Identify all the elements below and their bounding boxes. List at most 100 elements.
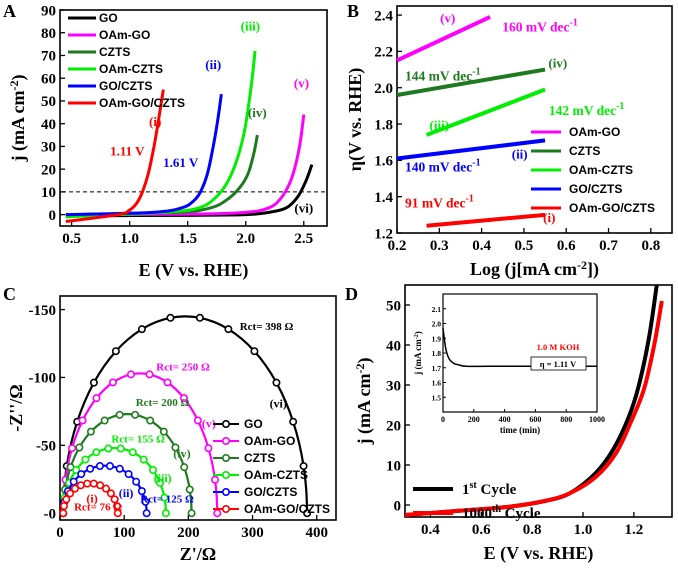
annotation-label: (ii) (205, 57, 221, 72)
x-tick-label: 0.5 (515, 238, 534, 254)
inset-y-tick-label: 1.5 (432, 393, 442, 402)
nyquist-point (137, 487, 146, 496)
rct-label: Rct= 125 Ω (140, 493, 194, 505)
inset-x-tick-label: 600 (529, 415, 541, 424)
y-tick-label: 2.2 (374, 45, 393, 61)
nyquist-point (60, 502, 69, 511)
roman-label: (i) (86, 491, 97, 505)
nyquist-point (163, 378, 172, 387)
legend-label: 1st Cycle (462, 480, 517, 498)
legend-label: CZTS (569, 144, 600, 158)
nyquist-point (131, 410, 140, 419)
slope-label-text: 142 mV dec (549, 103, 616, 118)
panel-a: 0.5 1.0 1.5 2.0 2.5 0 10 20 30 40 50 60 70 80 90 A E (V … (3, 1, 328, 281)
x-tick-label: 0.2 (388, 238, 407, 254)
plot-frame (404, 284, 673, 518)
nyquist-point (148, 466, 157, 475)
nyquist-point (70, 484, 79, 493)
x-tick-label: 1.2 (624, 522, 643, 538)
x-tick-label: 0 (56, 525, 64, 541)
inset-eta-label: η = 1.11 V (540, 359, 577, 369)
roman-label: (ii) (119, 486, 134, 500)
nyquist-point (146, 416, 155, 425)
nyquist-point (145, 370, 154, 379)
nyquist-point (105, 462, 114, 471)
annotation-label: (iii) (430, 117, 450, 132)
legend-label: OAm-GO (244, 434, 295, 448)
y-tick-label: 1.4 (374, 190, 393, 206)
nyquist-point (142, 509, 151, 518)
y-tick-label: 30 (386, 378, 401, 394)
nyquist-point (137, 325, 146, 334)
slope-label: 160 mV dec-1 (502, 17, 578, 34)
inset-y-tick-label: 1.9 (432, 334, 442, 343)
nyquist-point (106, 489, 115, 498)
x-axis-title-end: ]) (587, 259, 599, 280)
y-tick-label: 2.0 (374, 81, 393, 97)
panel-label-c: C (3, 284, 16, 304)
inset-y-axis-title-base: j (mA cm (413, 339, 423, 376)
nyquist-point (126, 370, 135, 379)
y-axis-title: -Z''/Ω (6, 384, 26, 431)
y-tick-label: 70 (41, 49, 56, 65)
nyquist-point (69, 477, 78, 486)
inset-x-tick-label: 800 (560, 415, 572, 424)
nyquist-point (159, 427, 168, 436)
tafel-line (396, 15, 491, 63)
x-tick-label: 0.6 (557, 238, 576, 254)
nyquist-point (89, 479, 98, 488)
plot-frame (396, 5, 673, 234)
y-axis-title: η(V vs. RHE) (345, 68, 366, 171)
y-axis-title-base: j (mA cm (354, 374, 375, 446)
y-tick-label: 40 (41, 117, 56, 133)
nyquist-point (59, 509, 68, 518)
nyquist-point (104, 444, 113, 453)
nyquist-point (250, 347, 259, 356)
x-axis-title-base: Log (j[mA cm (470, 259, 577, 280)
legend-label: OAm-GO/CZTS (569, 201, 655, 215)
nyquist-point (211, 475, 220, 484)
y-tick-label: 80 (41, 26, 56, 42)
nyquist-point (113, 509, 122, 518)
legend-label-num: 1 (462, 482, 470, 498)
nyquist-point (92, 448, 101, 457)
y-axis-title-end: ) (354, 358, 375, 364)
nyquist-point (195, 313, 204, 322)
nyquist-point (272, 378, 281, 387)
x-tick-label: 0.4 (472, 238, 491, 254)
legend-marker (222, 436, 231, 445)
cycle-line (404, 300, 664, 517)
y-tick-label: 40 (386, 338, 401, 354)
x-tick-label: 2.5 (294, 231, 313, 247)
inset-x-tick-label: 200 (468, 415, 480, 424)
y-axis-title: j (mA cm-2) (353, 358, 375, 446)
y-tick-label: 0 (394, 498, 402, 514)
nyquist-point (116, 444, 125, 453)
nyquist-point (92, 394, 101, 403)
annotation-label: (i) (543, 210, 555, 225)
nyquist-point (289, 417, 298, 426)
x-tick-label: 200 (177, 525, 200, 541)
legend-label: CZTS (244, 451, 275, 465)
nyquist-point (139, 455, 148, 464)
annotation-label: (vi) (294, 200, 313, 215)
series-line-go (65, 164, 314, 218)
legend-label: GO (99, 11, 118, 25)
panel-label-b: B (347, 1, 359, 21)
y-axis-title-sup: -2 (353, 364, 367, 374)
y-tick-label: -0 (44, 506, 57, 522)
nyquist-point (95, 462, 104, 471)
panel-label-a: A (3, 1, 16, 21)
slope-label-text: 91 mV dec (405, 196, 466, 211)
y-tick-label: -50 (36, 439, 56, 455)
nyquist-point (62, 495, 71, 504)
nyquist-point (179, 394, 188, 403)
nyquist-point (299, 462, 308, 471)
slope-label-sup: -1 (466, 194, 474, 205)
slope-label: 140 mV dec-1 (405, 157, 481, 174)
inset-y-tick-label: 2.0 (432, 320, 442, 329)
legend-label: GO (244, 417, 263, 431)
plot-frame (59, 295, 337, 521)
legend-label-sup: th (492, 504, 501, 515)
